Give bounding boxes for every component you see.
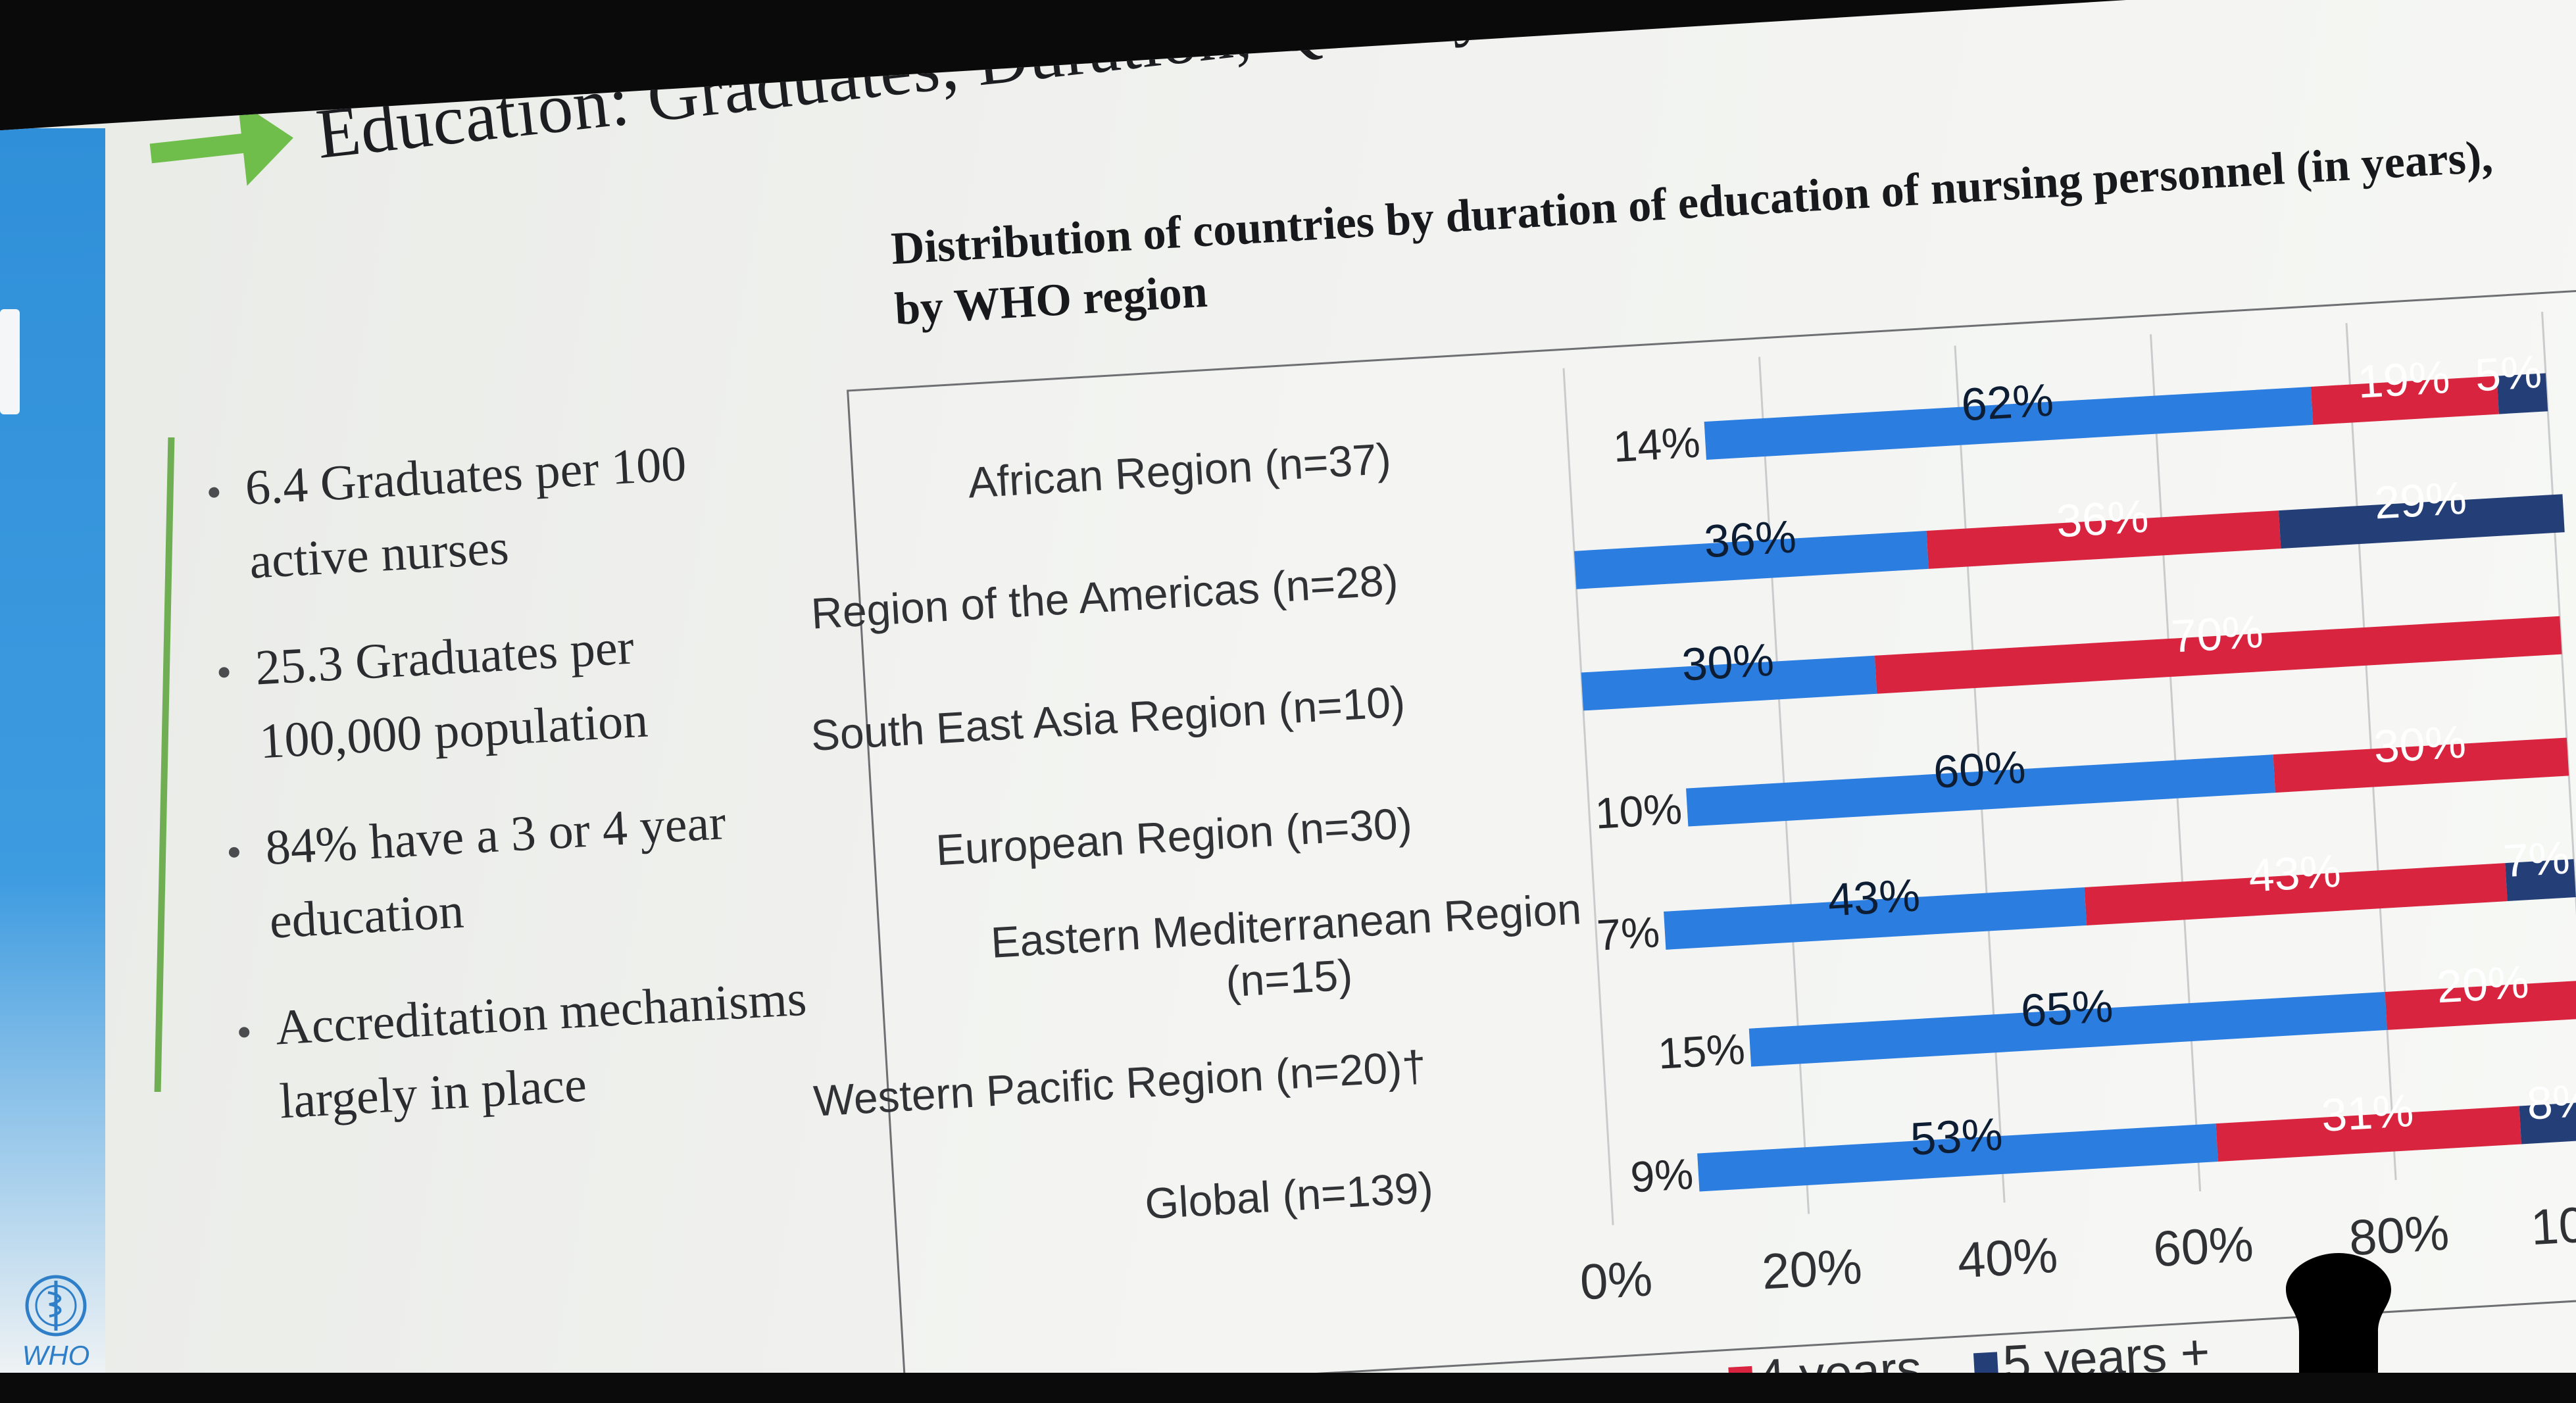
data-label: 43% xyxy=(1827,870,1921,926)
camera-silhouette xyxy=(2286,1253,2391,1373)
bullet-item: 25.3 Graduates per 100,000 population xyxy=(207,601,800,781)
legend-label: 5 years + xyxy=(2001,1324,2211,1392)
who-logo-text: WHO xyxy=(22,1340,90,1371)
data-label: 30% xyxy=(1680,634,1775,691)
x-tick-label: 0% xyxy=(1579,1250,1654,1310)
bar-segment xyxy=(1874,616,2562,694)
bar-segment xyxy=(1581,655,1877,711)
data-label: 30% xyxy=(2372,716,2467,772)
who-emblem-icon xyxy=(25,1275,87,1337)
arrow-right-icon xyxy=(149,101,293,186)
data-label: 36% xyxy=(1702,510,1797,567)
data-label: 9% xyxy=(1629,1149,1695,1201)
bar-segment xyxy=(1704,386,2314,460)
data-label: 29% xyxy=(2373,472,2467,529)
data-label: 20% xyxy=(2435,956,2530,1012)
category-label: Region of the Americas (n=28) xyxy=(810,555,1399,637)
category-label: South East Asia Region (n=10) xyxy=(810,677,1406,760)
data-label: 62% xyxy=(1960,374,2054,431)
stacked-bar-chart: 0% 20% 40% 60% 80% 100% African Region (n=37) 1… xyxy=(810,311,2576,1392)
gridline xyxy=(1562,368,1614,1225)
bar-segment xyxy=(1748,991,2387,1067)
x-tick-label: 20% xyxy=(1760,1239,1864,1300)
data-label: 70% xyxy=(2169,606,2264,662)
bar-segment xyxy=(1574,530,1929,589)
bullet-dot-icon xyxy=(238,1026,250,1038)
bullet-item: 84% have a 3 or 4 year education xyxy=(218,781,810,960)
data-label: 43% xyxy=(2247,845,2342,902)
data-label: 10% xyxy=(1594,784,1683,837)
data-label: 15% xyxy=(1656,1024,1746,1077)
divider-line xyxy=(154,437,175,1092)
bullet-text: 84% have a 3 or 4 year education xyxy=(264,795,728,949)
bullet-text: 6.4 Graduates per 100 active nurses xyxy=(243,435,688,589)
x-tick-label: 100% xyxy=(2529,1193,2576,1256)
data-label: 53% xyxy=(1909,1108,2004,1165)
bullet-item: Accreditation mechanisms largely in plac… xyxy=(228,961,820,1141)
who-logo: WHO xyxy=(20,1273,92,1371)
bar-segment xyxy=(1697,1123,2218,1192)
data-label: 36% xyxy=(2055,491,2150,547)
side-band-text xyxy=(0,309,20,414)
bar-segment xyxy=(2505,859,2576,902)
legend-label: 2 years xyxy=(1266,1369,1433,1403)
bar-segment xyxy=(2519,1101,2576,1145)
slide: Education: Graduates, Duration, Quality … xyxy=(0,0,2576,1373)
chart-container: Distribution of countries by duration of… xyxy=(756,91,2576,1373)
data-label: 19% xyxy=(2356,351,2451,408)
bar-segment xyxy=(1686,754,2275,827)
data-label: 60% xyxy=(1932,741,2027,798)
category-label: European Region (n=30) xyxy=(935,799,1414,875)
data-label: 65% xyxy=(2019,980,2114,1037)
bar-segment xyxy=(2496,373,2548,414)
bullet-text: 25.3 Graduates per 100,000 population xyxy=(253,619,650,770)
data-label: 14% xyxy=(1612,418,1701,471)
legend-swatch xyxy=(1973,1352,1998,1373)
category-label: Western Pacific Region (n=20)† xyxy=(812,1041,1427,1125)
category-label: African Region (n=37) xyxy=(967,434,1393,507)
bar-segment xyxy=(1926,510,2281,569)
category-label: Global (n=139) xyxy=(1143,1163,1434,1228)
x-tick-label: 40% xyxy=(1956,1227,2060,1289)
x-tick-label: 60% xyxy=(2152,1216,2255,1278)
data-label: 31% xyxy=(2320,1085,2415,1141)
bullet-dot-icon xyxy=(208,487,220,499)
bullet-item: 6.4 Graduates per 100 active nurses xyxy=(197,421,790,601)
bullet-dot-icon xyxy=(218,666,230,678)
data-label: 7% xyxy=(1595,907,1660,959)
bar-segment xyxy=(2310,376,2499,425)
data-label: 8% xyxy=(2525,1074,2576,1129)
bar-segment xyxy=(1664,887,2087,950)
legend-label: 4 years xyxy=(1756,1341,1923,1403)
data-label: 5% xyxy=(2473,346,2542,401)
bar-segment xyxy=(2279,494,2565,549)
title-row: Education: Graduates, Duration, Quality xyxy=(138,0,1492,210)
bullet-list: 6.4 Graduates per 100 active nurses 25.3… xyxy=(197,421,829,1174)
bar-segment xyxy=(2216,1106,2522,1162)
bar-segment xyxy=(2385,980,2576,1030)
x-tick-label: 80% xyxy=(2348,1205,2451,1267)
data-label: 7% xyxy=(2502,832,2571,887)
legend-swatch xyxy=(1728,1366,1754,1373)
bar-segment xyxy=(2273,737,2569,793)
legend-swatch xyxy=(1483,1380,1508,1403)
bullet-dot-icon xyxy=(228,847,240,858)
bullet-text: Accreditation mechanisms largely in plac… xyxy=(274,970,808,1129)
bar-segment xyxy=(2084,863,2508,925)
category-label: (n=15) xyxy=(1224,950,1354,1006)
